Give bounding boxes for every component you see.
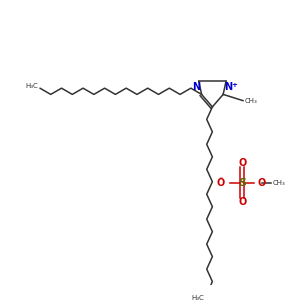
Text: O: O bbox=[258, 178, 266, 188]
Text: O: O bbox=[238, 197, 246, 208]
Text: CH₃: CH₃ bbox=[245, 98, 257, 103]
Text: +: + bbox=[231, 82, 237, 88]
Text: H₃C: H₃C bbox=[192, 295, 205, 300]
Text: S: S bbox=[238, 178, 246, 188]
Text: CH₃: CH₃ bbox=[272, 180, 285, 186]
Text: H₃C: H₃C bbox=[25, 83, 38, 89]
Text: O: O bbox=[217, 178, 225, 188]
Text: ⁻: ⁻ bbox=[218, 174, 223, 183]
Text: N: N bbox=[192, 82, 200, 92]
Text: N: N bbox=[225, 82, 233, 92]
Text: O: O bbox=[238, 158, 246, 168]
